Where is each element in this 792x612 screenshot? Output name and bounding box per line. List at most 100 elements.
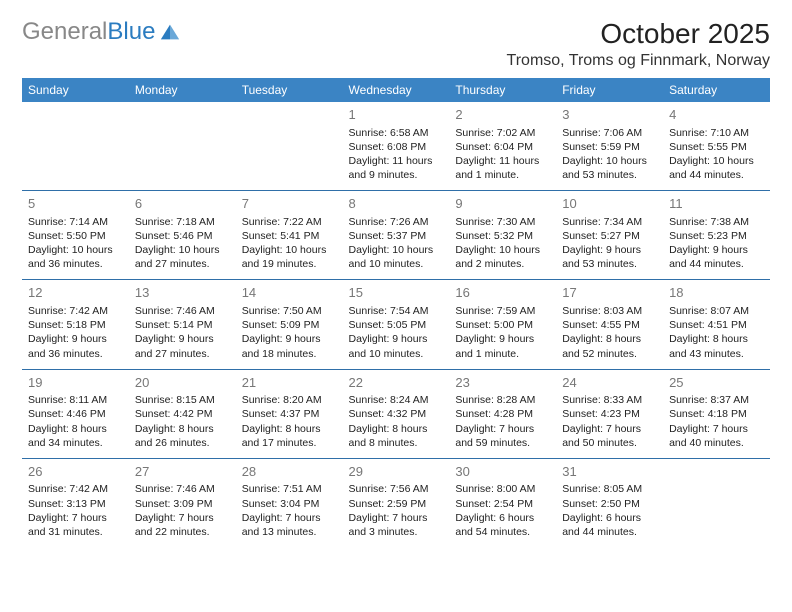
- calendar-cell: [663, 458, 770, 547]
- day-number: 5: [28, 195, 123, 213]
- calendar-cell: 12Sunrise: 7:42 AMSunset: 5:18 PMDayligh…: [22, 280, 129, 369]
- day-number: 2: [455, 106, 550, 124]
- day-info-line: and 17 minutes.: [242, 436, 337, 450]
- day-info-line: Sunrise: 8:33 AM: [562, 393, 657, 407]
- day-info-line: Sunrise: 8:07 AM: [669, 304, 764, 318]
- day-number: 31: [562, 463, 657, 481]
- calendar-cell: 30Sunrise: 8:00 AMSunset: 2:54 PMDayligh…: [449, 458, 556, 547]
- day-info-line: Sunset: 4:46 PM: [28, 407, 123, 421]
- day-info-line: Sunset: 5:59 PM: [562, 140, 657, 154]
- calendar-cell: 7Sunrise: 7:22 AMSunset: 5:41 PMDaylight…: [236, 191, 343, 280]
- day-number: 22: [349, 374, 444, 392]
- day-info-line: Sunrise: 8:00 AM: [455, 482, 550, 496]
- calendar-cell: 29Sunrise: 7:56 AMSunset: 2:59 PMDayligh…: [343, 458, 450, 547]
- day-info-line: Sunrise: 7:26 AM: [349, 215, 444, 229]
- day-number: 17: [562, 284, 657, 302]
- day-info-line: Sunset: 2:59 PM: [349, 497, 444, 511]
- calendar-cell: 17Sunrise: 8:03 AMSunset: 4:55 PMDayligh…: [556, 280, 663, 369]
- calendar-cell: 4 Sunrise: 7:10 AMSunset: 5:55 PMDaylight…: [663, 102, 770, 191]
- day-info-line: Sunset: 5:27 PM: [562, 229, 657, 243]
- day-info-line: Sunset: 5:41 PM: [242, 229, 337, 243]
- calendar-cell: 2Sunrise: 7:02 AMSunset: 6:04 PMDaylight…: [449, 102, 556, 191]
- day-info-line: Sunset: 4:32 PM: [349, 407, 444, 421]
- day-info-line: Sunrise: 8:11 AM: [28, 393, 123, 407]
- day-number: 19: [28, 374, 123, 392]
- day-number: 21: [242, 374, 337, 392]
- calendar-cell: 5Sunrise: 7:14 AMSunset: 5:50 PMDaylight…: [22, 191, 129, 280]
- calendar-cell: 1Sunrise: 6:58 AMSunset: 6:08 PMDaylight…: [343, 102, 450, 191]
- logo-triangle-icon: [159, 21, 181, 43]
- day-info-line: Sunrise: 7:10 AM: [669, 126, 764, 140]
- day-number: 11: [669, 195, 764, 213]
- day-number: 4: [669, 106, 764, 124]
- day-info-line: Sunrise: 7:42 AM: [28, 482, 123, 496]
- day-info-line: and 8 minutes.: [349, 436, 444, 450]
- day-header: Saturday: [663, 78, 770, 102]
- day-info-line: Sunrise: 8:37 AM: [669, 393, 764, 407]
- calendar-cell: 31Sunrise: 8:05 AMSunset: 2:50 PMDayligh…: [556, 458, 663, 547]
- calendar-week-row: 12Sunrise: 7:42 AMSunset: 5:18 PMDayligh…: [22, 280, 770, 369]
- day-info-line: Sunrise: 8:15 AM: [135, 393, 230, 407]
- day-info-line: and 43 minutes.: [669, 347, 764, 361]
- day-info-line: Sunset: 5:55 PM: [669, 140, 764, 154]
- day-number: 12: [28, 284, 123, 302]
- day-info-line: Sunrise: 7:50 AM: [242, 304, 337, 318]
- day-info-line: Sunset: 3:04 PM: [242, 497, 337, 511]
- day-info-line: Daylight: 9 hours: [455, 332, 550, 346]
- day-info-line: Sunset: 5:00 PM: [455, 318, 550, 332]
- day-info-line: Sunrise: 7:30 AM: [455, 215, 550, 229]
- day-info-line: and 31 minutes.: [28, 525, 123, 539]
- day-info-line: Daylight: 7 hours: [28, 511, 123, 525]
- day-info-line: Sunrise: 7:56 AM: [349, 482, 444, 496]
- day-info-line: Daylight: 10 hours: [135, 243, 230, 257]
- day-info-line: Daylight: 9 hours: [562, 243, 657, 257]
- day-info-line: Sunrise: 7:06 AM: [562, 126, 657, 140]
- day-info-line: Sunset: 5:23 PM: [669, 229, 764, 243]
- day-info-line: Daylight: 10 hours: [669, 154, 764, 168]
- day-info-line: Daylight: 7 hours: [242, 511, 337, 525]
- day-info-line: Sunset: 5:09 PM: [242, 318, 337, 332]
- location: Tromso, Troms og Finnmark, Norway: [507, 52, 770, 70]
- day-info-line: and 1 minute.: [455, 347, 550, 361]
- day-info-line: and 22 minutes.: [135, 525, 230, 539]
- calendar-cell: 15Sunrise: 7:54 AMSunset: 5:05 PMDayligh…: [343, 280, 450, 369]
- day-info-line: Sunset: 5:18 PM: [28, 318, 123, 332]
- day-info-line: and 50 minutes.: [562, 436, 657, 450]
- day-number: 23: [455, 374, 550, 392]
- calendar-cell: 9Sunrise: 7:30 AMSunset: 5:32 PMDaylight…: [449, 191, 556, 280]
- logo-text: General Blue: [22, 18, 155, 46]
- title-block: October 2025 Tromso, Troms og Finnmark, …: [507, 18, 770, 70]
- day-info-line: Daylight: 10 hours: [28, 243, 123, 257]
- calendar-cell: 11Sunrise: 7:38 AMSunset: 5:23 PMDayligh…: [663, 191, 770, 280]
- day-info-line: Daylight: 9 hours: [242, 332, 337, 346]
- calendar-cell: [129, 102, 236, 191]
- calendar-cell: 26Sunrise: 7:42 AMSunset: 3:13 PMDayligh…: [22, 458, 129, 547]
- day-info-line: Sunset: 5:05 PM: [349, 318, 444, 332]
- day-info-line: Daylight: 9 hours: [135, 332, 230, 346]
- day-info-line: Sunrise: 6:58 AM: [349, 126, 444, 140]
- day-info-line: Sunrise: 8:03 AM: [562, 304, 657, 318]
- day-info-line: and 27 minutes.: [135, 347, 230, 361]
- day-info-line: Daylight: 8 hours: [562, 332, 657, 346]
- calendar-cell: [22, 102, 129, 191]
- day-info-line: Sunrise: 8:28 AM: [455, 393, 550, 407]
- day-info-line: Daylight: 8 hours: [242, 422, 337, 436]
- day-info-line: Sunset: 5:14 PM: [135, 318, 230, 332]
- day-info-line: Daylight: 7 hours: [455, 422, 550, 436]
- day-number: 9: [455, 195, 550, 213]
- day-number: 16: [455, 284, 550, 302]
- day-header: Friday: [556, 78, 663, 102]
- day-info-line: Sunset: 4:42 PM: [135, 407, 230, 421]
- day-info-line: Sunset: 2:50 PM: [562, 497, 657, 511]
- day-info-line: Sunrise: 7:18 AM: [135, 215, 230, 229]
- calendar-cell: 19Sunrise: 8:11 AMSunset: 4:46 PMDayligh…: [22, 369, 129, 458]
- day-info-line: Daylight: 7 hours: [669, 422, 764, 436]
- calendar-cell: 14Sunrise: 7:50 AMSunset: 5:09 PMDayligh…: [236, 280, 343, 369]
- calendar-cell: 6Sunrise: 7:18 AMSunset: 5:46 PMDaylight…: [129, 191, 236, 280]
- day-info-line: and 44 minutes.: [669, 257, 764, 271]
- day-info-line: Daylight: 10 hours: [455, 243, 550, 257]
- day-info-line: Sunrise: 7:14 AM: [28, 215, 123, 229]
- day-info-line: Sunrise: 7:46 AM: [135, 482, 230, 496]
- day-info-line: and 54 minutes.: [455, 525, 550, 539]
- day-info-line: and 19 minutes.: [242, 257, 337, 271]
